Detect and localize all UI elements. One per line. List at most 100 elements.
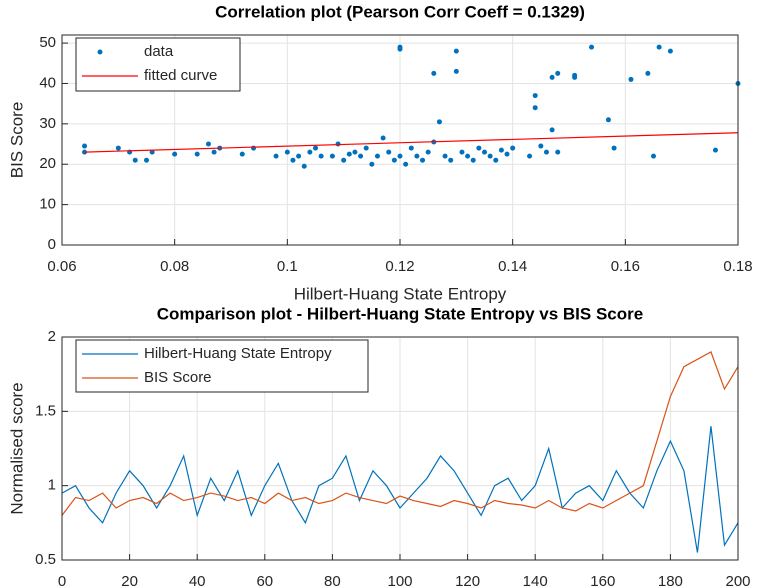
data-point [628,76,634,82]
data-point [459,149,465,155]
legend-label: fitted curve [144,67,217,84]
x-tick-label: 0.14 [498,258,527,275]
data-point [205,141,211,147]
data-point [555,70,561,76]
x-tick-label: 0.12 [385,258,414,275]
x-tick-label: 0.1 [277,258,298,275]
x-tick-label: 0.18 [723,258,752,275]
data-point [605,117,611,123]
data-point [290,157,296,163]
x-tick-label: 20 [121,573,138,587]
x-tick-label: 180 [658,573,683,587]
data-point [532,93,538,99]
data-point [352,149,358,155]
data-line [61,351,739,516]
data-point [498,147,504,153]
data-point [313,145,318,151]
data-point [82,143,88,149]
data-point [589,44,595,50]
data-point [149,149,155,155]
data-point [132,157,138,163]
x-tick-label: 140 [523,573,548,587]
x-tick-label: 160 [590,573,615,587]
data-point [341,157,347,163]
data-point [436,119,442,125]
y-tick-label: 0.5 [35,551,56,568]
data-point [667,48,673,54]
y-tick-label: 1.5 [35,402,56,419]
data-line [61,426,739,553]
x-tick-label: 0.16 [611,258,640,275]
data-point [442,153,448,159]
y-axis-label: Normalised score [7,382,26,514]
data-point [538,143,544,149]
data-point [194,151,200,157]
data-point [510,145,516,151]
data-point [453,48,459,54]
data-point [572,74,578,80]
legend-box [75,37,241,92]
data-point [363,145,369,151]
data-point [527,153,533,159]
data-point [358,153,364,159]
y-tick-label: 20 [39,155,56,172]
x-tick-label: 0.06 [47,258,76,275]
data-point [144,157,149,163]
y-tick-label: 2 [48,328,56,345]
data-point [470,157,476,163]
data-point [239,151,245,157]
data-point [645,70,651,76]
legend-label: BIS Score [144,369,212,386]
legend-label: Hilbert-Huang State Entropy [144,345,332,362]
data-point [172,151,178,157]
data-point [482,149,487,155]
legend-label: data [144,43,174,60]
x-tick-label: 60 [256,573,273,587]
data-point [493,157,499,163]
data-point [397,46,403,52]
data-point [656,44,662,50]
data-point [712,147,718,153]
data-point [611,145,617,151]
legend-marker [97,49,103,55]
data-point [487,153,493,159]
data-point [284,149,290,155]
y-tick-label: 1 [48,477,56,494]
x-tick-label: 40 [189,573,206,587]
x-tick-label: 0.08 [160,258,189,275]
data-point [476,145,482,151]
data-point [380,135,386,141]
axes-box [61,336,739,561]
data-point [397,153,403,159]
chart-title: Comparison plot - Hilbert-Huang State En… [157,304,643,323]
data-point [465,153,471,159]
data-point [307,149,313,155]
data-point [115,145,121,151]
data-point [504,151,510,157]
data-point [408,145,414,151]
x-tick-label: 120 [455,573,480,587]
data-point [301,163,307,169]
chart-title: Correlation plot (Pearson Corr Coeff = 0… [215,2,585,21]
x-tick-label: 80 [324,573,341,587]
x-tick-label: 100 [387,573,412,587]
data-point [549,127,555,133]
data-point [453,68,459,74]
data-point [532,105,538,111]
y-tick-label: 0 [48,236,56,253]
data-point [431,70,437,76]
y-tick-label: 10 [39,196,56,213]
data-point [391,157,397,163]
y-tick-label: 50 [39,34,56,51]
data-point [403,161,409,167]
data-point [329,153,335,159]
y-tick-label: 40 [39,74,56,91]
data-point [555,149,561,155]
data-point [374,153,380,159]
data-point [448,157,454,163]
data-point [414,153,420,159]
data-point [273,153,279,159]
x-axis-label: Hilbert-Huang State Entropy [294,284,507,303]
data-point [386,149,392,155]
